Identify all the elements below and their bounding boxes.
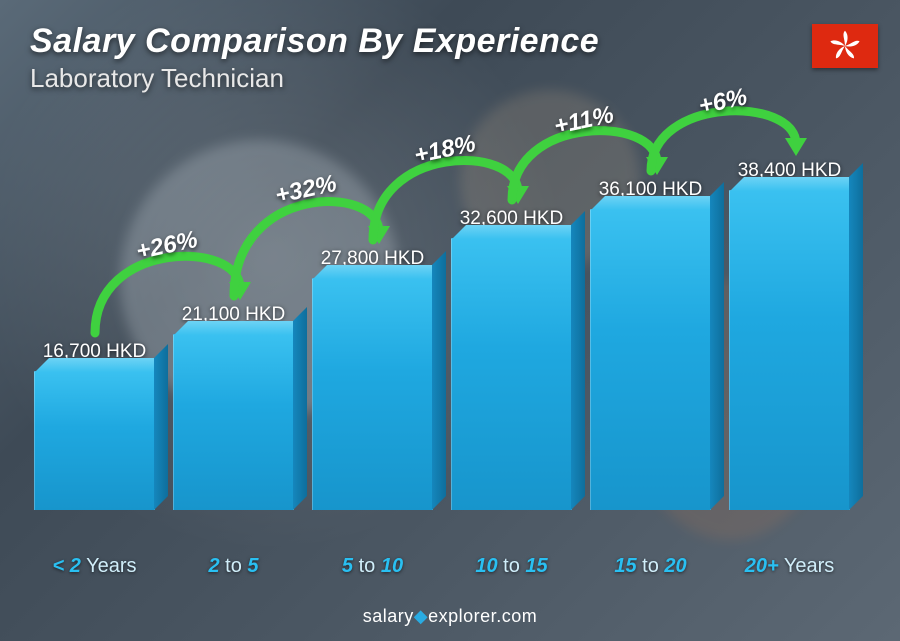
- title-block: Salary Comparison By Experience Laborato…: [30, 22, 599, 94]
- hong-kong-flag-icon: [812, 24, 878, 68]
- x-axis-label: 10 to 15: [451, 555, 572, 585]
- x-axis-label: 2 to 5: [173, 555, 294, 585]
- footer-domain: .com: [496, 606, 537, 626]
- x-axis-label: < 2 Years: [34, 555, 155, 585]
- x-axis-label: 20+ Years: [729, 555, 850, 585]
- bar: [34, 371, 155, 510]
- x-axis-label: 5 to 10: [312, 555, 433, 585]
- bar-chart: 16,700 HKD21,100 HKD27,800 HKD32,600 HKD…: [34, 130, 850, 585]
- bar-slot: 27,800 HKD: [312, 248, 433, 510]
- growth-arc-label: +6%: [696, 83, 749, 121]
- x-axis: < 2 Years 2 to 5 5 to 10 10 to 15 15 to 20 20…: [34, 555, 850, 585]
- bar: [451, 238, 572, 510]
- footer-right: explorer: [428, 606, 496, 626]
- bar: [729, 190, 850, 510]
- title-main: Salary Comparison By Experience: [30, 22, 599, 61]
- footer-dot-icon: ◆: [414, 606, 428, 626]
- infographic-stage: Salary Comparison By Experience Laborato…: [0, 0, 900, 641]
- bar-slot: 32,600 HKD: [451, 208, 572, 510]
- bar-slot: 38,400 HKD: [729, 160, 850, 510]
- x-axis-label: 15 to 20: [590, 555, 711, 585]
- bar: [312, 278, 433, 510]
- bar-slot: 36,100 HKD: [590, 179, 711, 510]
- title-sub: Laboratory Technician: [30, 63, 599, 94]
- footer-left: salary: [363, 606, 414, 626]
- bar: [590, 209, 711, 510]
- bar-slot: 21,100 HKD: [173, 304, 294, 510]
- bars-container: 16,700 HKD21,100 HKD27,800 HKD32,600 HKD…: [34, 130, 850, 510]
- bar: [173, 334, 294, 510]
- bar-slot: 16,700 HKD: [34, 341, 155, 510]
- footer-attribution: salary◆explorer.com: [0, 606, 900, 627]
